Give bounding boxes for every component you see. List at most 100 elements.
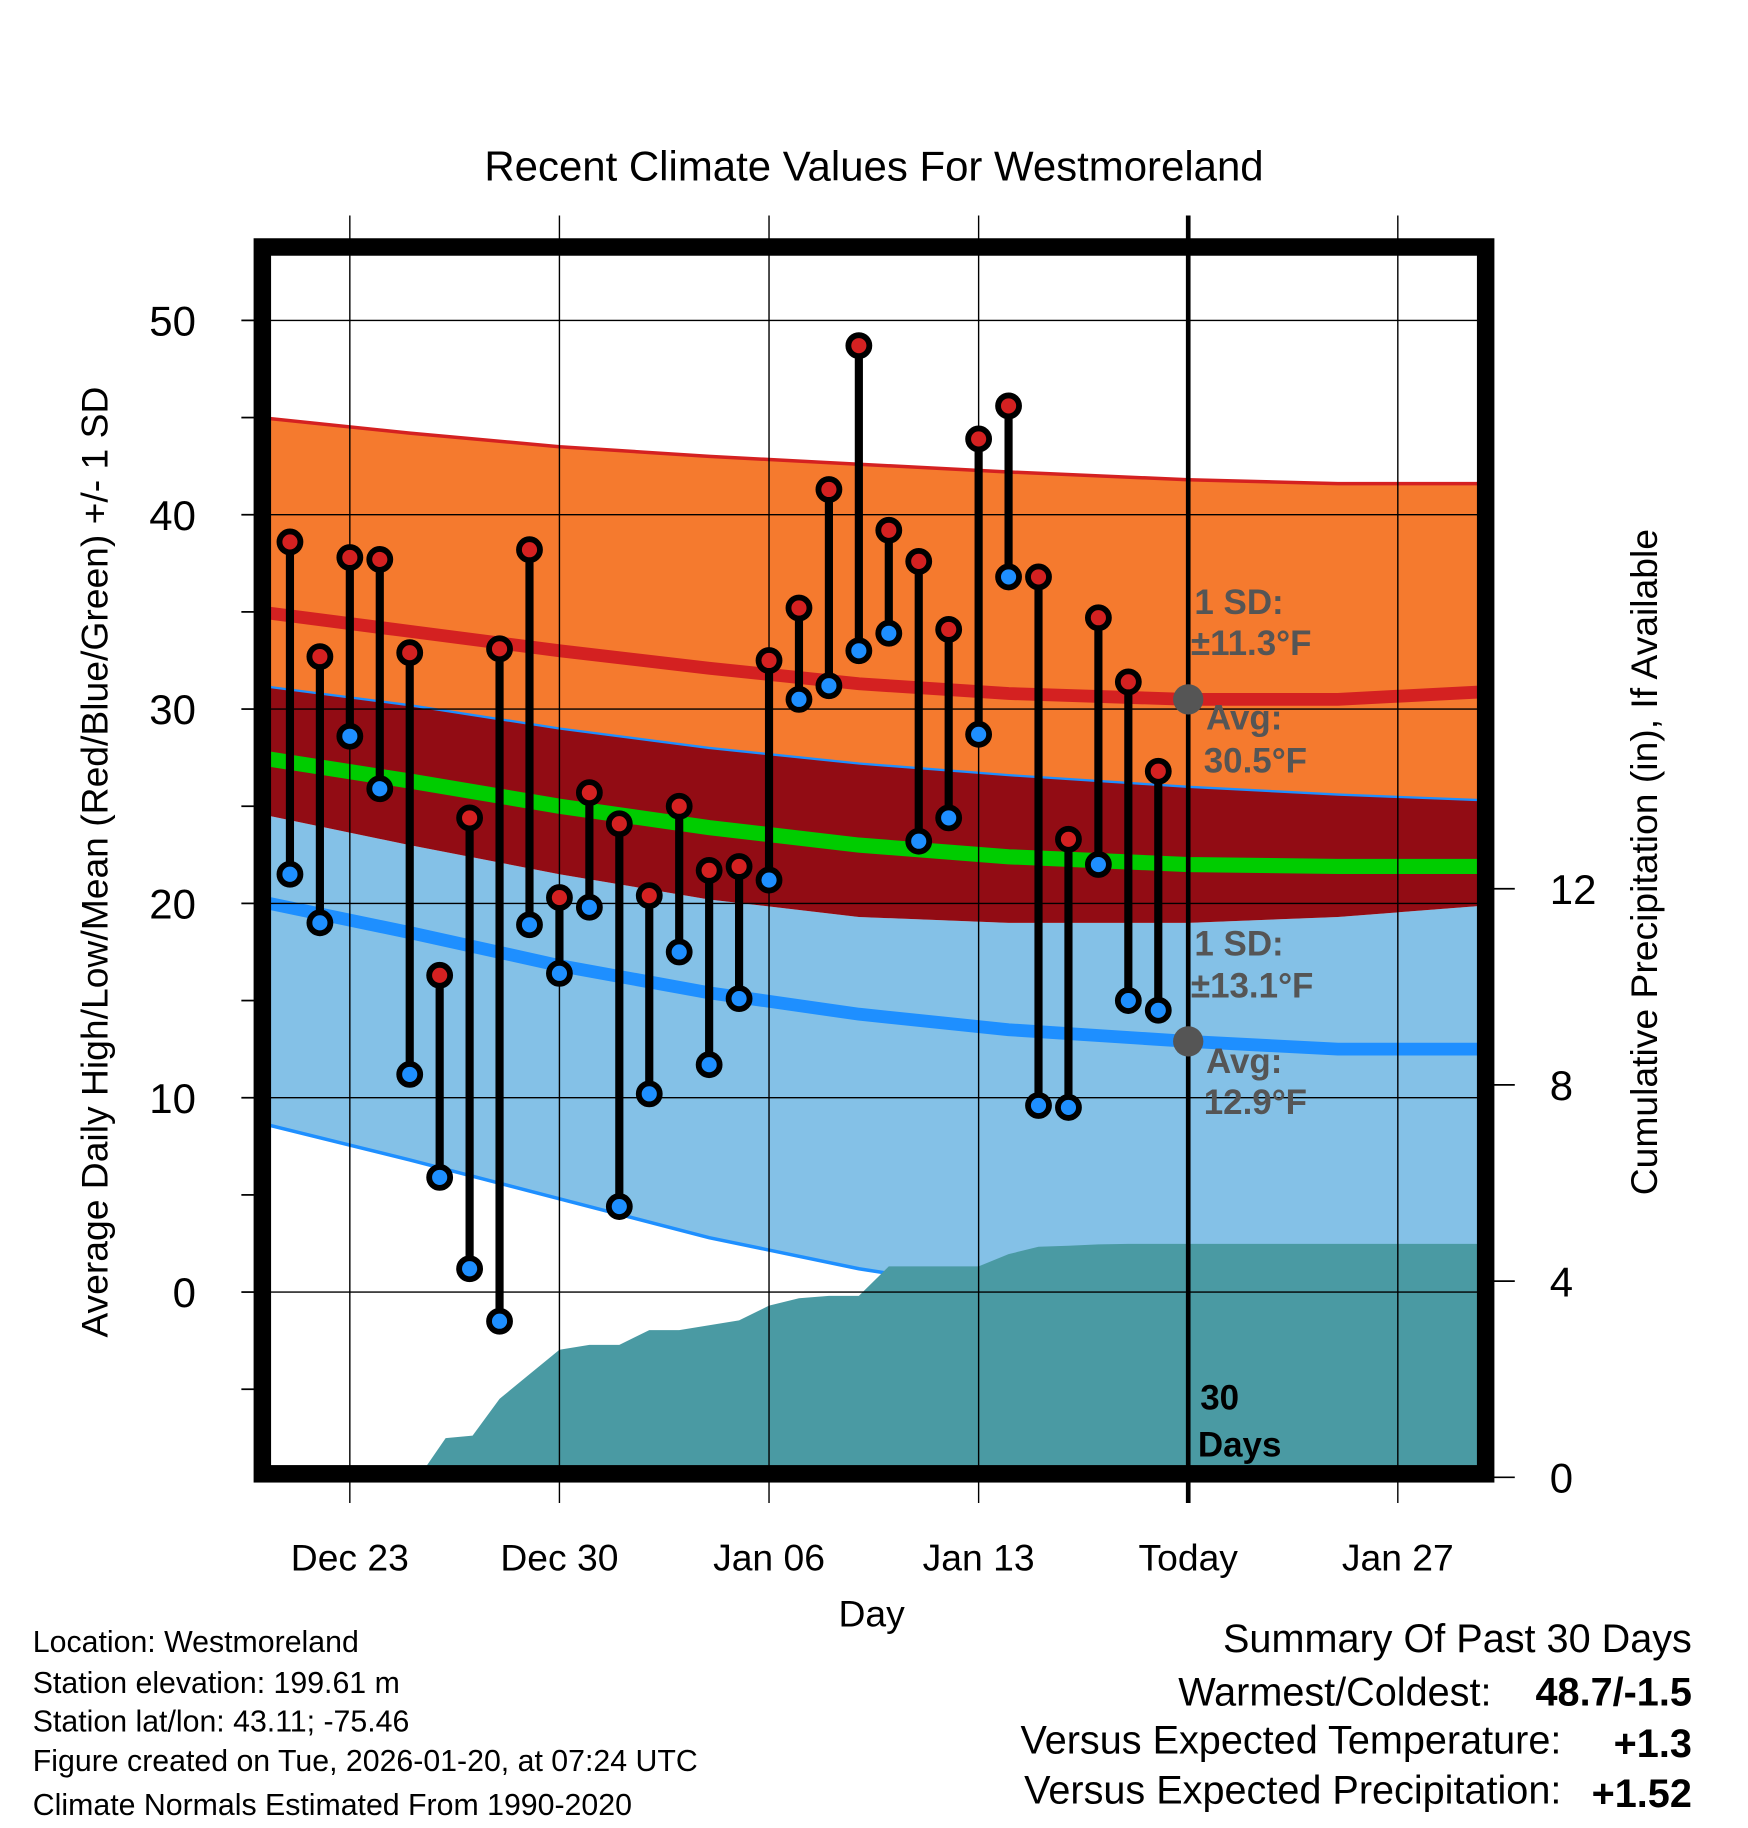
low-mean-line: [262, 895, 1486, 1056]
summary-warmest-value: 48.7/-1.5: [1536, 1671, 1692, 1715]
low-point: [815, 672, 843, 700]
high-point: [575, 779, 603, 807]
low-point: [905, 827, 933, 855]
high-point: [516, 536, 543, 564]
footer-latlon: Station lat/lon: 43.11; -75.46: [33, 1705, 410, 1738]
plot-frame: [253, 238, 1495, 1483]
summary-temp-value: +1.3: [1614, 1722, 1692, 1766]
low-point: [486, 1307, 513, 1335]
observed-values: [276, 332, 1172, 1335]
high-sd-label: 1 SD:: [1194, 583, 1283, 622]
low-point: [665, 938, 693, 966]
y-tick-label: 30: [149, 686, 196, 733]
axis-ticks: 0 10 20 30 40 50 0 4 8 12 Dec 23 Dec 30 Jan 06 Jan 13…: [149, 298, 1596, 1579]
y-axis-label: Average Daily High/Low/Mean (Red/Blue/Gr…: [73, 387, 115, 1338]
y-tick-label: 20: [149, 881, 196, 928]
high-point: [366, 546, 394, 573]
high-point: [755, 647, 783, 674]
low-point: [635, 1080, 663, 1108]
low-point: [546, 959, 573, 987]
high-point: [815, 476, 843, 503]
high-point: [306, 643, 334, 670]
x-tick-label: Dec 30: [500, 1537, 618, 1579]
y2-tick-label: 12: [1550, 866, 1597, 913]
y-tick-label: 50: [149, 298, 196, 345]
low-point: [785, 685, 813, 713]
days-word: Days: [1198, 1425, 1282, 1464]
low-point: [456, 1255, 484, 1283]
high-sd-value: ±11.3°F: [1191, 624, 1312, 663]
footer: Location: Westmoreland Station elevation…: [33, 1626, 698, 1822]
high-mean-line: [262, 605, 1486, 706]
low-point: [1144, 996, 1172, 1024]
low-point: [875, 619, 903, 647]
high-point: [785, 594, 813, 622]
x-tick-label: Jan 13: [923, 1537, 1035, 1579]
chart-title: Recent Climate Values For Westmoreland: [484, 143, 1263, 190]
low-point: [276, 860, 304, 888]
high-point: [725, 853, 753, 880]
high-point: [875, 516, 903, 544]
x-tick-label: Today: [1138, 1537, 1238, 1579]
high-avg-marker: [1173, 684, 1204, 715]
low-point: [755, 866, 783, 894]
footer-normals: Climate Normals Estimated From 1990-2020: [33, 1789, 632, 1822]
low-sd-label: 1 SD:: [1194, 924, 1283, 963]
high-point: [1025, 563, 1052, 591]
high-point: [456, 804, 484, 832]
high-point: [935, 615, 963, 643]
low-point: [366, 775, 394, 803]
high-point: [1144, 757, 1172, 785]
summary-title: Summary Of Past 30 Days: [1223, 1617, 1692, 1661]
summary-precip-value: +1.52: [1592, 1772, 1692, 1816]
y2-axis-label: Cumulative Precipitation (in), If Availa…: [1623, 529, 1665, 1195]
mean-line: [262, 750, 1486, 875]
low-point: [965, 720, 993, 748]
x-tick-label: Dec 23: [291, 1537, 409, 1579]
precip-area: [421, 1243, 1486, 1474]
summary-precip-label: Versus Expected Precipitation:: [1024, 1769, 1561, 1813]
low-avg-marker: [1173, 1026, 1204, 1057]
high-point: [546, 884, 573, 911]
footer-elevation: Station elevation: 199.61 m: [33, 1667, 400, 1700]
low-point: [336, 722, 364, 750]
low-point: [516, 911, 543, 939]
y-tick-label: 40: [149, 492, 196, 539]
high-point: [635, 882, 663, 910]
high-point: [486, 635, 513, 663]
high-avg-value: 30.5°F: [1204, 741, 1307, 780]
low-point: [995, 563, 1022, 591]
high-point: [336, 544, 364, 571]
summary-temp-label: Versus Expected Temperature:: [1020, 1718, 1561, 1762]
low-sd-value: ±13.1°F: [1191, 966, 1314, 1005]
high-point: [276, 528, 304, 556]
high-point: [396, 639, 424, 667]
low-point: [1114, 987, 1142, 1014]
low-point: [1025, 1092, 1052, 1119]
high-point: [665, 792, 693, 820]
y-tick-label: 0: [173, 1269, 196, 1316]
normals-bands: [262, 416, 1486, 1474]
low-avg-label: Avg:: [1206, 1042, 1282, 1081]
high-point: [605, 810, 633, 838]
x-tick-label: Jan 06: [713, 1537, 825, 1579]
high-point: [695, 856, 723, 884]
low-sd-band: [262, 814, 1486, 1355]
y2-tick-label: 0: [1550, 1454, 1573, 1501]
x-axis-label: Day: [839, 1592, 906, 1634]
summary-warmest-label: Warmest/Coldest:: [1178, 1671, 1491, 1715]
low-avg-value: 12.9°F: [1204, 1083, 1307, 1122]
footer-created: Figure created on Tue, 2026-01-20, at 07…: [33, 1745, 698, 1778]
footer-location: Location: Westmoreland: [33, 1626, 359, 1659]
low-point: [695, 1051, 723, 1079]
high-point: [426, 961, 454, 989]
high-point: [845, 332, 873, 360]
low-point: [426, 1164, 454, 1191]
high-avg-label: Avg:: [1206, 698, 1282, 737]
high-point: [965, 425, 993, 453]
low-point: [306, 909, 334, 937]
high-point: [995, 392, 1022, 420]
low-point: [845, 637, 873, 665]
y2-tick-label: 4: [1550, 1258, 1573, 1305]
